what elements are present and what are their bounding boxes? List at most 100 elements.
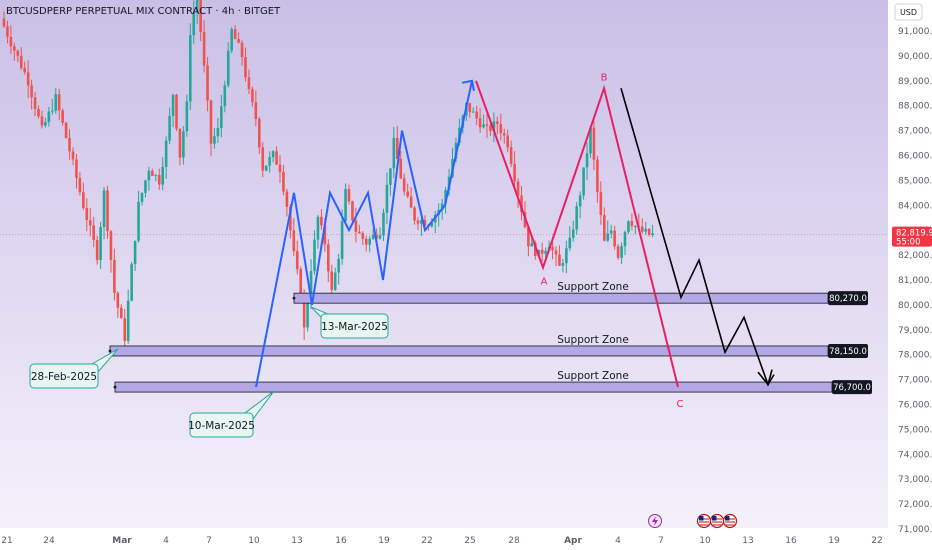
date-callout-box <box>189 412 254 438</box>
candle-body <box>416 220 420 224</box>
candle-body <box>399 158 403 179</box>
candle-body <box>358 231 361 234</box>
candle-countdown: 55:00 <box>896 238 921 248</box>
candle-body <box>506 135 509 148</box>
candle-body <box>16 50 20 56</box>
candle-body <box>368 238 371 245</box>
time-tick-label: 10 <box>699 536 711 546</box>
candle-body <box>9 36 13 47</box>
time-axis-background <box>0 528 888 550</box>
candle-body <box>589 127 592 154</box>
candle-body <box>268 157 271 166</box>
candle-body <box>175 94 178 129</box>
candle-body <box>499 124 503 134</box>
candle-body <box>571 229 575 238</box>
candle-body <box>382 212 385 236</box>
support-zone-anchor <box>292 296 296 300</box>
support-zone-label: Support Zone <box>557 334 629 346</box>
candle-body <box>123 318 127 341</box>
candle-body <box>551 246 554 251</box>
candle-body <box>78 177 82 193</box>
candle-body <box>402 178 406 192</box>
time-tick-label: 16 <box>335 536 347 546</box>
support-level-price: 80,270.0 <box>829 294 867 304</box>
event-icons[interactable] <box>648 513 738 529</box>
price-tick-label: 71,000.0 <box>898 525 932 535</box>
price-tick-label: 75,000.0 <box>898 425 932 435</box>
candle-body <box>582 167 585 196</box>
candle-body <box>565 248 568 264</box>
candle-body <box>251 88 254 103</box>
candle-body <box>320 216 323 226</box>
chart-title: BTCUSDPERP PERPETUAL MIX CONTRACT · 4h ·… <box>6 6 281 17</box>
support-zone-label: Support Zone <box>557 370 629 382</box>
candle-body <box>64 122 68 138</box>
candle-body <box>396 137 399 159</box>
currency-button[interactable] <box>894 3 923 21</box>
candle-body <box>603 215 606 241</box>
wave-label-c: C <box>677 399 684 410</box>
price-tick-label: 85,000.0 <box>898 176 932 186</box>
candle-body <box>182 131 185 158</box>
candle-body <box>375 234 378 239</box>
support-zone-box <box>114 381 833 393</box>
candle-body <box>482 124 485 128</box>
candle-body <box>92 225 95 241</box>
candle-body <box>378 235 382 239</box>
candle-body <box>420 219 423 224</box>
candle-body <box>623 231 627 247</box>
candle-body <box>133 240 137 265</box>
candle-body <box>413 207 416 221</box>
candle-body <box>313 239 316 272</box>
date-callout-box <box>320 313 389 339</box>
candle-body <box>6 26 9 37</box>
candle-body <box>195 0 199 13</box>
candle-body <box>309 271 313 302</box>
candle-body <box>520 195 523 213</box>
candle-body <box>485 124 489 126</box>
candle-body <box>185 101 189 132</box>
price-tick-label: 89,000.0 <box>898 77 932 87</box>
candle-body <box>258 119 261 148</box>
time-tick-label: 19 <box>378 536 390 546</box>
support-zone-box <box>293 292 829 304</box>
candle-body <box>206 65 209 101</box>
time-tick-label: 19 <box>828 536 840 546</box>
candle-body <box>154 174 158 176</box>
candle-body <box>561 263 565 266</box>
candle-body <box>47 111 51 123</box>
time-tick-label: 13 <box>291 536 302 546</box>
candle-body <box>113 259 116 293</box>
date-callout-label: 13-Mar-2025 <box>321 321 388 333</box>
candle-body <box>620 246 623 258</box>
candle-body <box>364 238 368 245</box>
candle-body <box>354 220 358 232</box>
candle-body <box>534 242 537 256</box>
candle-body <box>75 159 78 178</box>
candle-body <box>592 127 596 160</box>
support-zone-label: Support Zone <box>557 281 629 293</box>
candle-body <box>492 121 496 131</box>
price-tick-label: 90,000.0 <box>898 52 932 62</box>
candle-body <box>544 250 547 254</box>
candle-body <box>271 151 275 158</box>
candle-body <box>292 230 296 252</box>
support-level-tag <box>828 343 868 358</box>
candle-body <box>144 180 147 193</box>
candle-body <box>178 128 182 158</box>
candle-body <box>475 111 478 119</box>
candle-body <box>102 190 106 227</box>
candle-body <box>285 191 289 207</box>
candle-body <box>213 136 216 144</box>
time-tick-label: 28 <box>508 536 520 546</box>
candle-body <box>157 174 161 185</box>
candle-body <box>385 184 389 213</box>
support-zone-anchor <box>113 385 117 389</box>
candle-body <box>289 206 292 231</box>
candle-body <box>254 102 258 120</box>
price-tick-label: 78,000.0 <box>898 351 932 361</box>
price-tick-label: 82,000.0 <box>898 251 932 261</box>
candle-body <box>333 272 337 290</box>
candle-body <box>509 147 513 164</box>
